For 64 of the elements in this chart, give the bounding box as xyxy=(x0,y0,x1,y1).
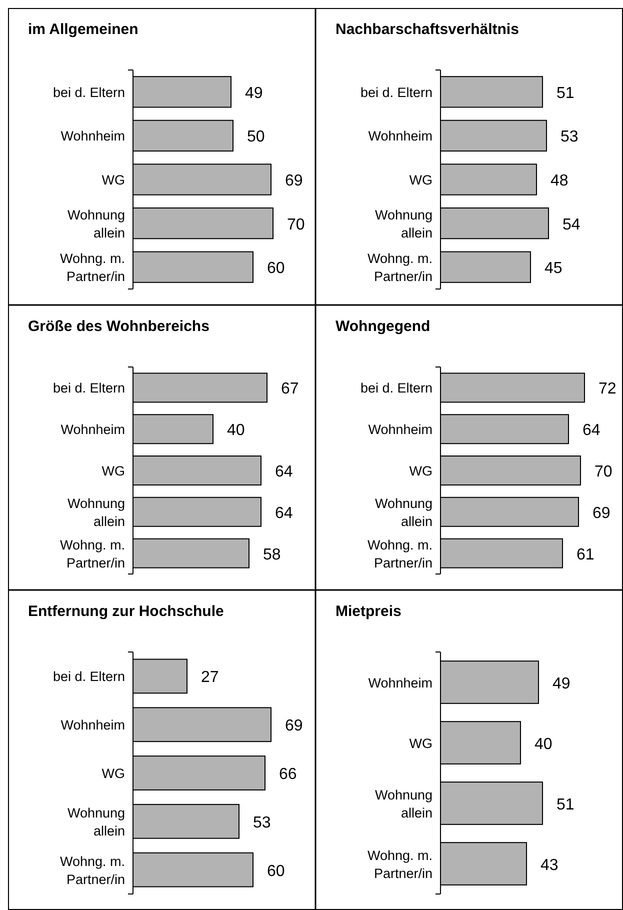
data-label: 69 xyxy=(285,718,303,735)
data-label: 53 xyxy=(253,814,271,832)
data-label: 40 xyxy=(227,422,245,440)
data-label: 64 xyxy=(582,422,600,440)
y-tick-label: Wohng. m. Partner/in xyxy=(367,251,432,284)
data-label: 70 xyxy=(287,216,305,234)
y-tick-label: Wohnung allein xyxy=(374,207,432,240)
data-label: 27 xyxy=(201,669,219,686)
data-label: 66 xyxy=(279,766,297,783)
data-label: 53 xyxy=(560,128,578,146)
data-label: 45 xyxy=(544,260,562,278)
chart-title: Mietpreis xyxy=(336,603,402,620)
data-label: 49 xyxy=(245,84,263,102)
data-label: 69 xyxy=(285,172,303,190)
y-tick-label: WG xyxy=(409,464,432,478)
y-tick-label: Wohng. m. Partner/in xyxy=(60,251,125,284)
y-tick-label: Wohng. m. Partner/in xyxy=(60,537,125,570)
y-tick-label: WG xyxy=(409,736,432,751)
data-label: 49 xyxy=(552,675,570,692)
y-tick-label: Wohnung allein xyxy=(67,805,125,838)
data-label: 64 xyxy=(275,504,293,522)
y-tick-label: WG xyxy=(102,172,125,188)
data-label: 64 xyxy=(275,464,293,480)
y-tick-label: Wohnung allein xyxy=(374,787,432,820)
y-tick-label: Wohnheim xyxy=(60,422,125,438)
chart-title: Nachbarschaftsverhältnis xyxy=(336,21,519,38)
y-tick-label: Wohnheim xyxy=(368,675,432,690)
y-tick-label: Wohnheim xyxy=(368,422,432,438)
data-label: 60 xyxy=(267,862,285,880)
chart-title: Wohngegend xyxy=(336,318,430,335)
data-label: 67 xyxy=(281,380,299,398)
y-tick-label: Wohng. m. Partner/in xyxy=(367,848,432,881)
data-label: 69 xyxy=(592,504,610,522)
y-tick-label: bei d. Eltern xyxy=(360,84,432,100)
y-tick-label: WG xyxy=(102,464,125,478)
data-label: 61 xyxy=(576,546,594,564)
chart-title: Größe des Wohnbereichs xyxy=(28,318,210,335)
y-tick-label: Wohng. m. Partner/in xyxy=(60,854,125,887)
data-label: 40 xyxy=(534,736,552,753)
y-tick-label: Wohnung allein xyxy=(374,496,432,529)
data-label: 51 xyxy=(556,84,574,102)
y-tick-label: Wohng. m. Partner/in xyxy=(367,537,432,570)
y-tick-label: Wohnheim xyxy=(60,128,125,144)
data-label: 50 xyxy=(247,128,265,146)
y-tick-label: Wohnheim xyxy=(368,128,432,144)
y-tick-label: bei d. Eltern xyxy=(52,669,125,684)
data-label: 58 xyxy=(263,546,281,564)
y-tick-label: Wohnheim xyxy=(60,718,125,733)
data-label: 43 xyxy=(540,856,558,874)
y-tick-label: Wohnung allein xyxy=(67,496,125,529)
data-label: 70 xyxy=(594,464,612,480)
y-tick-label: WG xyxy=(102,766,125,781)
y-tick-label: bei d. Eltern xyxy=(360,380,432,396)
data-label: 48 xyxy=(550,172,568,190)
y-tick-label: bei d. Eltern xyxy=(52,380,125,396)
data-label: 51 xyxy=(556,796,574,814)
y-tick-label: WG xyxy=(409,172,432,188)
y-tick-label: bei d. Eltern xyxy=(52,84,125,100)
data-label: 72 xyxy=(598,380,616,398)
chart-title: im Allgemeinen xyxy=(28,21,138,38)
y-tick-label: Wohnung allein xyxy=(67,207,125,240)
data-label: 60 xyxy=(267,260,285,278)
chart-title: Entfernung zur Hochschule xyxy=(28,603,224,620)
data-label: 54 xyxy=(562,216,580,234)
